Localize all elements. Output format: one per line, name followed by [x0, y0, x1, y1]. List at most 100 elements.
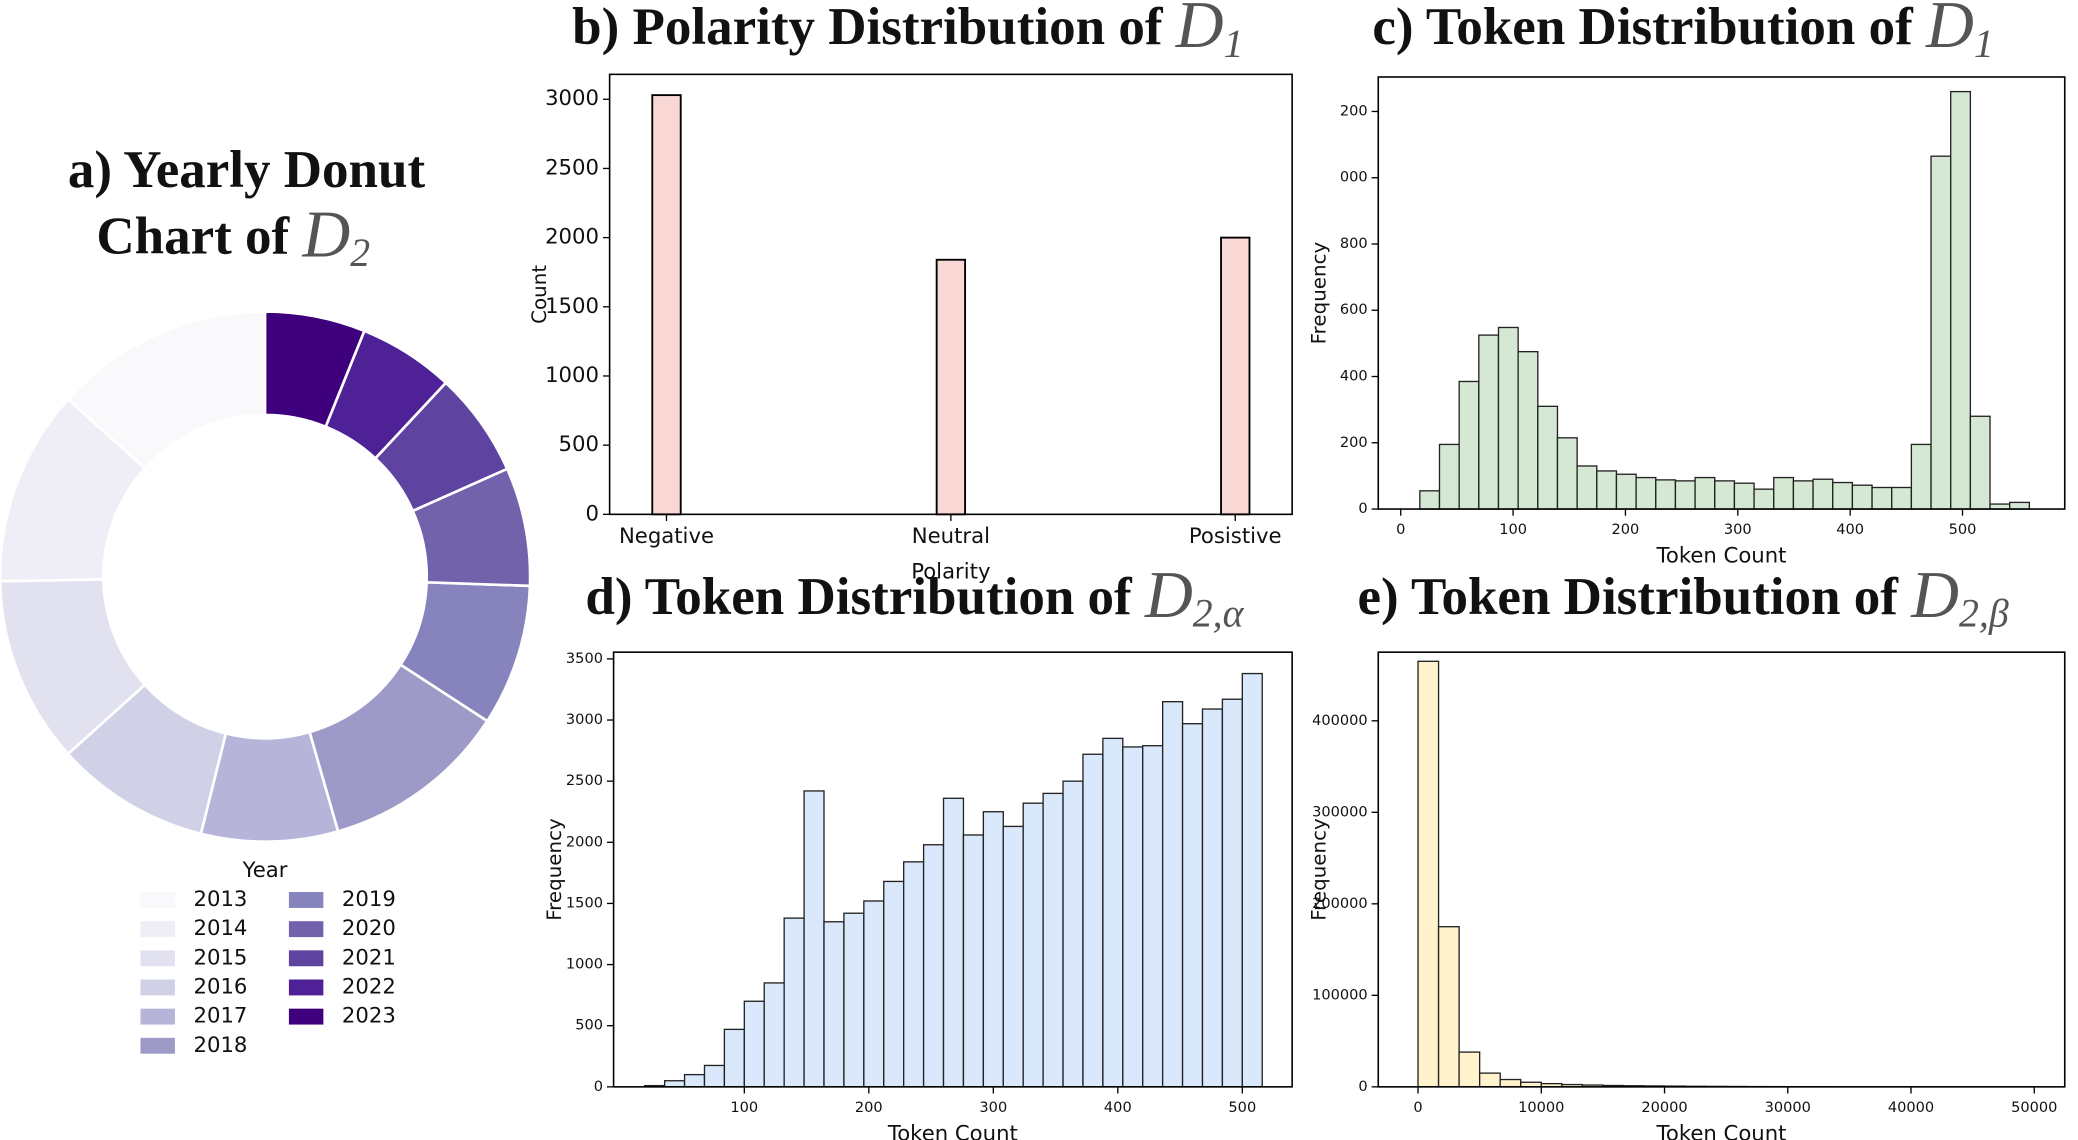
x-axis-label: Token Count: [887, 1121, 1018, 1140]
legend-swatch: [288, 1008, 324, 1025]
y-tick-label: 400000: [1312, 712, 1368, 729]
histogram-bar: [1832, 481, 1854, 510]
x-axis-label: Token Count: [1656, 1121, 1787, 1140]
bar: [935, 258, 967, 516]
legend-label: 2022: [342, 973, 396, 998]
histogram-bar: [1142, 745, 1164, 1088]
y-axis-label: Frequency: [543, 818, 566, 921]
x-tick-label: Posistive: [1189, 523, 1282, 548]
histogram-bar: [863, 900, 885, 1088]
histogram-bar: [723, 1028, 745, 1088]
histogram-bar: [1950, 90, 1972, 510]
y-tick-label: 800: [1340, 235, 1368, 252]
legend-label: 2016: [193, 973, 247, 998]
y-tick-label: 0: [594, 1078, 603, 1095]
histogram-bar: [1102, 737, 1124, 1088]
y-tick-label: 000: [1340, 169, 1368, 186]
y-tick-label: 1000: [545, 362, 599, 387]
histogram-bar: [1655, 479, 1677, 510]
histogram-bar: [1556, 437, 1578, 510]
legend-label: 2018: [193, 1032, 247, 1057]
histogram-bar: [1635, 476, 1657, 510]
histogram-bar: [743, 1000, 765, 1088]
histogram-bar: [763, 982, 785, 1088]
chart-title: c) Token Distribution of D1: [1372, 0, 1993, 66]
x-axis-label: Token Count: [1656, 543, 1787, 568]
legend-label: 2023: [342, 1003, 396, 1028]
histogram-bar: [962, 834, 985, 1088]
histogram-bar: [1714, 480, 1736, 510]
x-tick-label: 300: [979, 1099, 1007, 1116]
x-tick-label: 50000: [2011, 1099, 2057, 1116]
x-tick-label: 200: [1612, 521, 1640, 538]
histogram-bar: [903, 861, 925, 1088]
histogram-bar: [1596, 470, 1618, 510]
legend-label: 2017: [193, 1003, 247, 1028]
histogram-bar: [843, 912, 865, 1088]
x-tick-label: 20000: [1641, 1099, 1687, 1116]
y-tick-label: 3000: [545, 85, 599, 110]
dataset-subscript: 2: [350, 231, 370, 275]
histogram-bar: [1022, 802, 1044, 1088]
dataset-subscript: 2,β: [1959, 592, 2009, 636]
y-tick-label: 3500: [566, 650, 603, 667]
y-tick-label: 1000: [566, 956, 603, 973]
legend-title: Year: [242, 857, 288, 882]
y-tick-label: 2000: [545, 224, 599, 249]
histogram-bar: [1969, 415, 1991, 510]
x-tick-label: 30000: [1765, 1099, 1811, 1116]
plot-frame: [608, 73, 1293, 516]
legend-label: 2013: [193, 886, 247, 911]
histogram-bar: [1458, 380, 1480, 510]
legend-swatch: [288, 950, 324, 967]
histogram-bar: [1419, 490, 1441, 510]
legend-swatch: [288, 979, 324, 996]
histogram-bar: [1181, 723, 1204, 1088]
legend-label: 2014: [193, 915, 247, 940]
donut-segment: [263, 310, 367, 429]
legend-label: 2015: [193, 944, 247, 969]
y-tick-label: 400: [1340, 368, 1368, 385]
histogram-bar: [1042, 792, 1064, 1088]
histogram-bar: [823, 921, 845, 1088]
legend-label: 2020: [342, 915, 396, 940]
histogram-bar: [1478, 334, 1500, 510]
dataset-subscript: 1: [1974, 22, 1994, 66]
histogram-bar: [1891, 486, 1913, 510]
dataset-symbol: D: [1925, 0, 1974, 62]
histogram-bar: [1161, 701, 1184, 1088]
histogram-bar: [1674, 480, 1696, 510]
histogram-bar: [1241, 672, 1263, 1088]
chart-title: d) Token Distribution of D2,α: [585, 559, 1244, 636]
histogram-bar: [883, 880, 905, 1088]
histogram-bar: [803, 790, 825, 1088]
y-tick-label: 300000: [1312, 803, 1368, 820]
legend-swatch: [140, 979, 175, 996]
dataset-subscript: 2,α: [1193, 592, 1245, 636]
histogram-bar: [1537, 405, 1559, 510]
bar: [1220, 236, 1251, 516]
y-axis-label: Count: [528, 265, 551, 324]
legend-label: 2019: [342, 886, 396, 911]
x-tick-label: 40000: [1888, 1099, 1934, 1116]
histogram-bar: [1694, 476, 1716, 510]
histogram-bar: [1201, 708, 1224, 1088]
dataset-symbol: D: [1144, 559, 1193, 632]
x-tick-label: 300: [1724, 521, 1752, 538]
histogram-bar: [1062, 780, 1084, 1088]
x-tick-label: 0: [1396, 521, 1405, 538]
x-tick-label: 100: [1499, 521, 1527, 538]
legend-swatch: [288, 921, 324, 938]
dataset-subscript: 1: [1224, 22, 1244, 66]
histogram-bar: [1478, 1072, 1501, 1088]
y-axis-label: Frequency: [1307, 818, 1330, 921]
histogram-bar: [1221, 698, 1243, 1088]
histogram-bar: [1082, 753, 1104, 1088]
histogram-bar: [1437, 926, 1460, 1088]
histogram-bar: [1517, 351, 1539, 510]
histogram-bar: [703, 1064, 726, 1088]
legend-swatch: [140, 892, 175, 908]
histogram-bar: [1122, 746, 1144, 1088]
histogram-bar: [1753, 488, 1775, 510]
y-tick-label: 200: [1340, 102, 1368, 119]
